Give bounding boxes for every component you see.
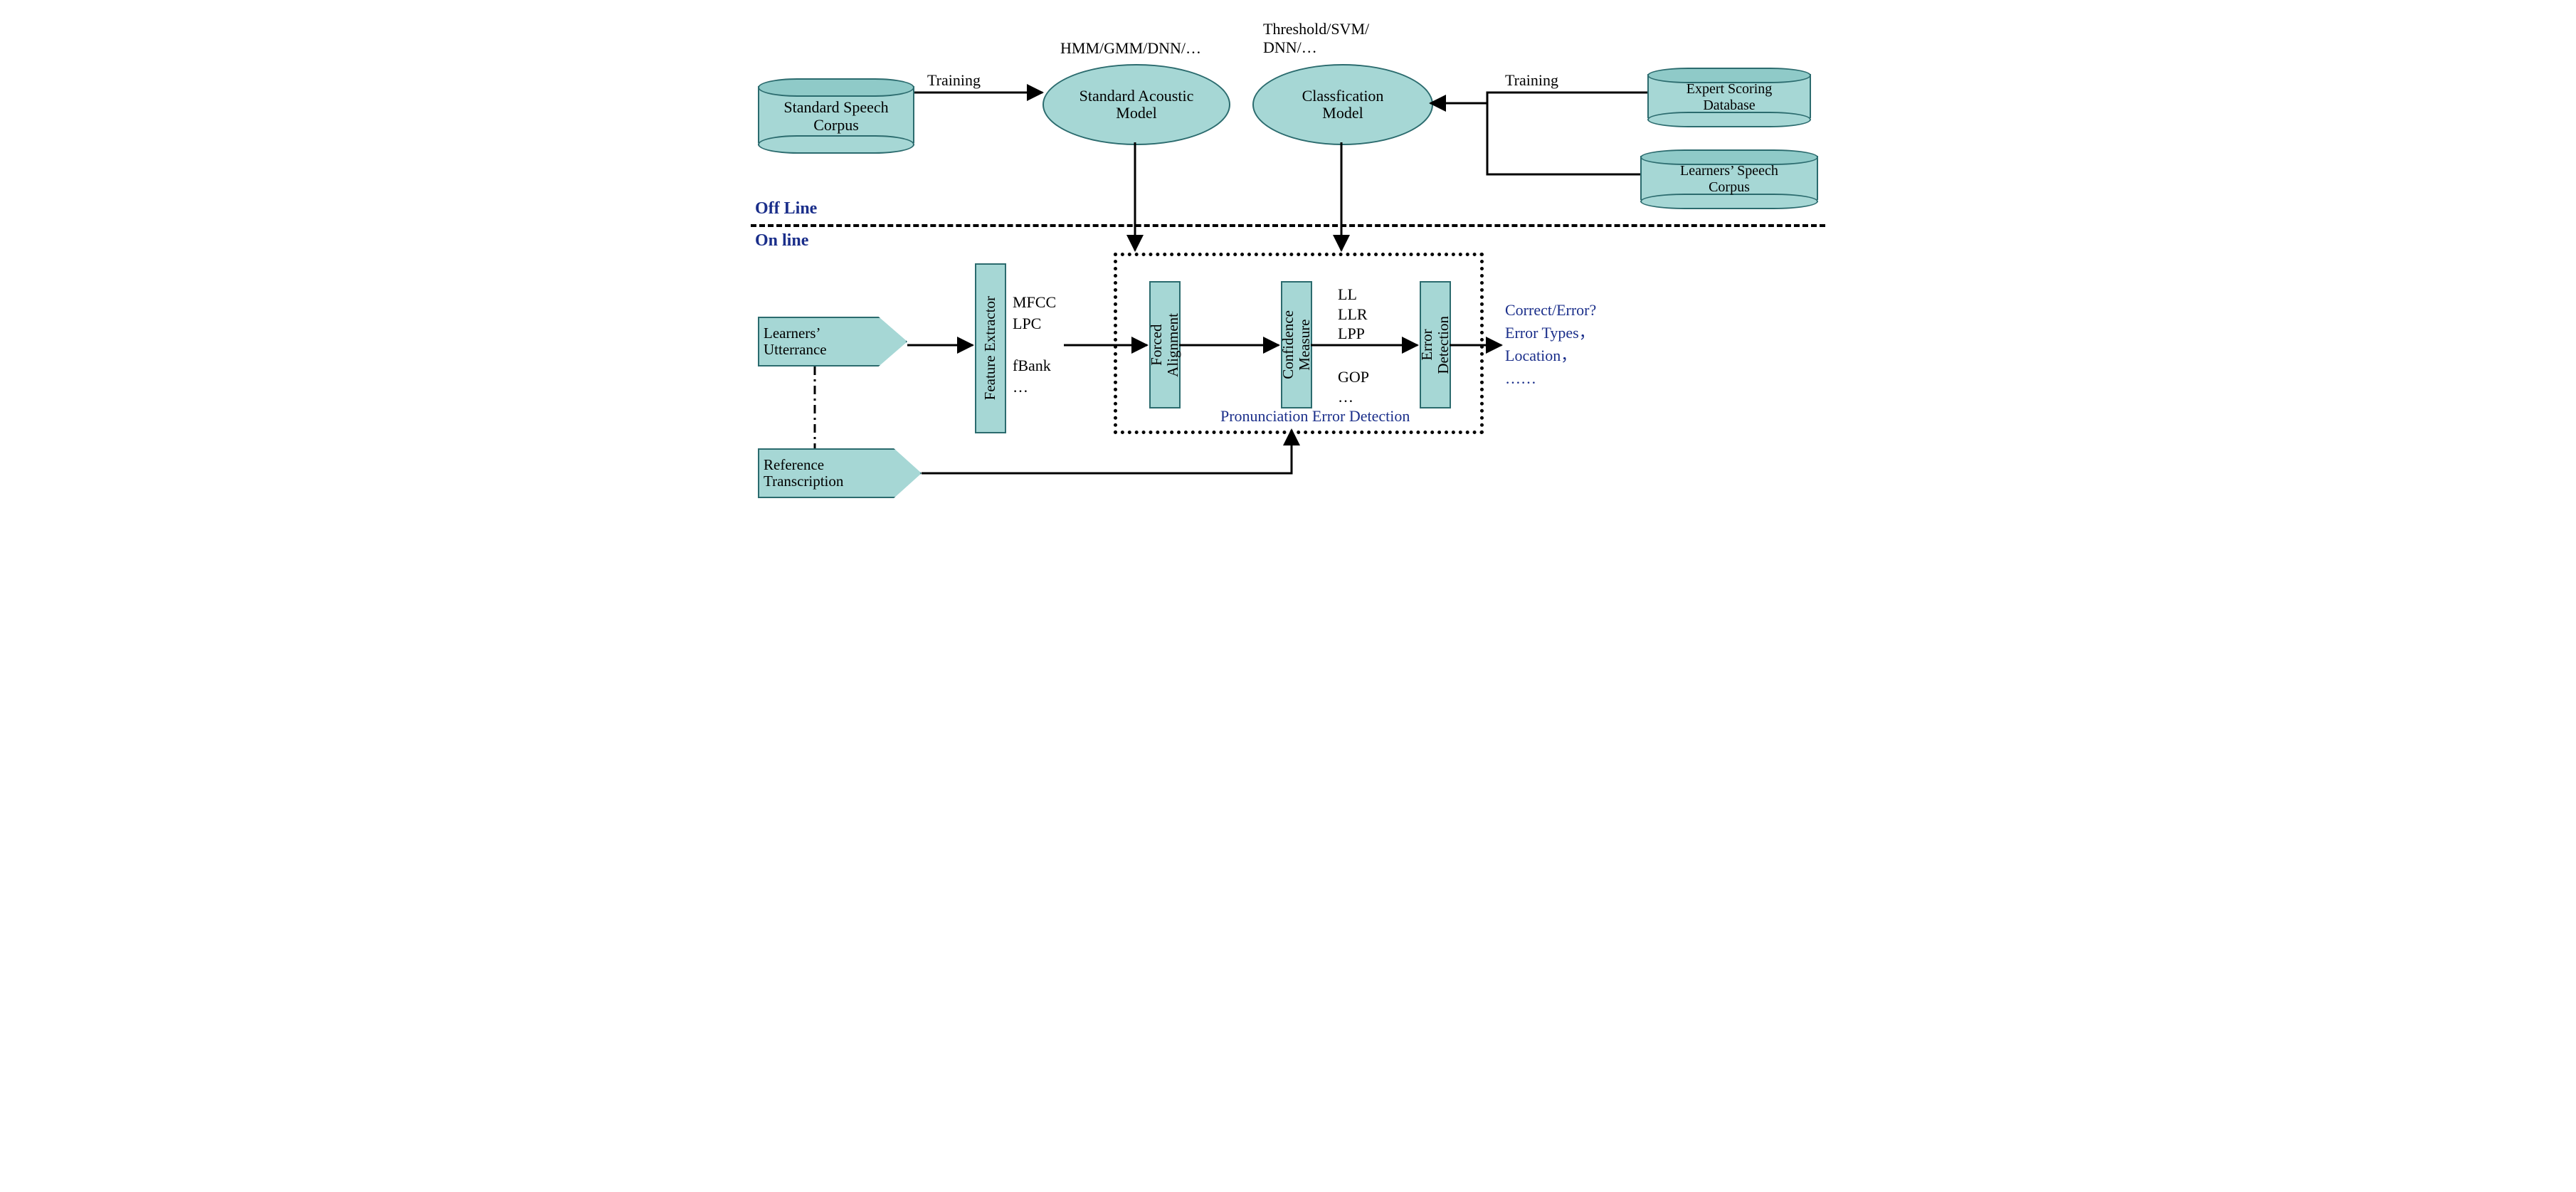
learners-utterance-block-arrow: Learners’Utterrance	[758, 317, 907, 366]
online-section-label: On line	[755, 231, 808, 250]
error-detection-box: ErrorDetection	[1420, 281, 1451, 408]
reference-transcription-block-arrow: ReferenceTranscription	[758, 448, 922, 498]
classification-model-label: ClassficationModel	[1302, 88, 1384, 122]
training-right-label: Training	[1505, 71, 1558, 90]
hmm-gmm-dnn-header: HMM/GMM/DNN/…	[1060, 39, 1201, 58]
output-label: Correct/Error?Error Types，Location，……	[1505, 299, 1596, 390]
confidence-list-top-label: LLLLRLPP	[1338, 285, 1368, 344]
offline-online-divider	[751, 224, 1825, 227]
confidence-list-bot-label: GOP…	[1338, 367, 1369, 406]
diagram-canvas: Standard SpeechCorpus Expert ScoringData…	[737, 0, 1839, 512]
standard-acoustic-model-label: Standard AcousticModel	[1080, 88, 1194, 122]
classification-model-node: ClassficationModel	[1252, 64, 1433, 145]
training-left-label: Training	[927, 71, 981, 90]
arrow-expertdb-class	[1430, 93, 1647, 103]
arrow-ref-ped	[922, 430, 1292, 473]
learners-utterance-label: Learners’Utterrance	[764, 325, 827, 358]
ped-box-label: Pronunciation Error Detection	[1220, 407, 1410, 426]
arrow-learnerscorpus-join	[1487, 94, 1640, 174]
standard-acoustic-model-node: Standard AcousticModel	[1042, 64, 1230, 145]
feature-list-label: MFCCLPCfBank…	[1013, 292, 1056, 397]
error-detection-label: ErrorDetection	[1419, 316, 1452, 374]
forced-alignment-label: ForcedAlignment	[1149, 313, 1181, 377]
confidence-measure-label: ConfidenceMeasure	[1280, 310, 1313, 379]
confidence-measure-box: ConfidenceMeasure	[1281, 281, 1312, 408]
feature-extractor-label: Feature Extractor	[982, 296, 998, 400]
threshold-svm-dnn-header: Threshold/SVM/DNN/…	[1263, 20, 1369, 57]
forced-alignment-box: ForcedAlignment	[1149, 281, 1181, 408]
feature-extractor-box: Feature Extractor	[975, 263, 1006, 433]
standard-speech-corpus-label: Standard SpeechCorpus	[758, 98, 914, 135]
offline-section-label: Off Line	[755, 199, 817, 218]
reference-transcription-label: ReferenceTranscription	[764, 457, 843, 490]
learners-speech-corpus-label: Learners’ SpeechCorpus	[1640, 163, 1818, 196]
expert-scoring-db-label: Expert ScoringDatabase	[1647, 81, 1811, 114]
